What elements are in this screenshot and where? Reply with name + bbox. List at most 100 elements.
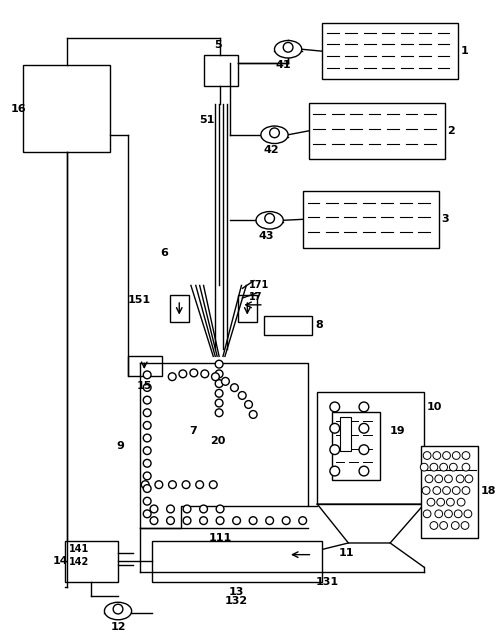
Circle shape (462, 463, 470, 471)
Circle shape (216, 517, 224, 524)
Circle shape (182, 481, 190, 488)
Circle shape (166, 517, 174, 524)
Circle shape (200, 505, 207, 513)
Circle shape (143, 510, 151, 518)
Circle shape (359, 424, 369, 433)
Circle shape (216, 505, 224, 513)
Circle shape (462, 487, 470, 494)
Circle shape (150, 505, 158, 513)
Bar (332, 412, 380, 480)
Circle shape (143, 422, 151, 429)
Text: 2: 2 (447, 126, 455, 136)
Circle shape (359, 402, 369, 412)
Circle shape (249, 411, 257, 419)
Text: 51: 51 (199, 115, 214, 125)
Circle shape (454, 510, 462, 518)
Circle shape (200, 517, 207, 524)
Bar (238, 295, 257, 322)
Circle shape (330, 445, 339, 454)
Bar (169, 295, 189, 322)
Ellipse shape (256, 212, 283, 229)
Text: 41: 41 (275, 60, 291, 70)
Circle shape (433, 487, 441, 494)
Circle shape (443, 487, 450, 494)
Circle shape (430, 463, 438, 471)
Circle shape (452, 487, 460, 494)
Circle shape (215, 370, 223, 378)
Circle shape (166, 505, 174, 513)
Circle shape (179, 370, 187, 378)
Circle shape (445, 510, 452, 518)
Bar (309, 103, 445, 159)
Circle shape (190, 369, 198, 377)
Circle shape (457, 498, 465, 506)
Circle shape (461, 522, 469, 529)
Text: 8: 8 (315, 320, 323, 330)
Text: 141: 141 (70, 544, 89, 554)
Circle shape (435, 510, 443, 518)
Text: 9: 9 (116, 441, 124, 451)
Circle shape (359, 466, 369, 476)
Circle shape (215, 379, 223, 387)
Circle shape (143, 447, 151, 454)
Circle shape (452, 452, 460, 460)
Text: 151: 151 (128, 295, 151, 305)
Circle shape (451, 522, 459, 529)
Circle shape (245, 401, 252, 408)
Circle shape (465, 475, 473, 483)
Text: 132: 132 (225, 596, 248, 606)
Circle shape (113, 604, 123, 614)
Text: 1: 1 (461, 46, 469, 56)
Circle shape (143, 371, 151, 379)
Circle shape (215, 390, 223, 397)
Circle shape (299, 517, 307, 524)
Circle shape (143, 383, 151, 392)
Text: 17: 17 (249, 292, 263, 302)
Circle shape (209, 481, 217, 488)
Text: 13: 13 (229, 587, 245, 597)
Circle shape (422, 487, 430, 494)
Circle shape (437, 498, 445, 506)
Circle shape (359, 445, 369, 454)
Ellipse shape (261, 126, 288, 144)
Bar (264, 315, 313, 335)
Circle shape (168, 481, 176, 488)
Text: 7: 7 (189, 426, 197, 437)
Circle shape (445, 475, 452, 483)
Circle shape (265, 213, 274, 223)
Circle shape (143, 497, 151, 505)
Bar (128, 356, 162, 376)
Text: 16: 16 (11, 104, 27, 113)
Circle shape (143, 472, 151, 480)
Text: 6: 6 (160, 248, 167, 258)
Circle shape (446, 498, 454, 506)
Circle shape (168, 373, 176, 381)
Circle shape (239, 392, 246, 399)
Bar (152, 541, 322, 582)
Text: 43: 43 (259, 231, 274, 241)
Circle shape (183, 505, 191, 513)
Circle shape (212, 373, 219, 381)
Circle shape (196, 481, 204, 488)
Text: 42: 42 (264, 146, 279, 155)
Text: 3: 3 (442, 214, 449, 224)
Circle shape (440, 463, 447, 471)
Bar (23, 65, 110, 153)
Circle shape (464, 510, 472, 518)
Polygon shape (317, 504, 424, 543)
Circle shape (143, 434, 151, 442)
Circle shape (456, 475, 464, 483)
Ellipse shape (274, 40, 302, 58)
Text: 142: 142 (70, 558, 89, 567)
Circle shape (270, 128, 279, 138)
Text: 111: 111 (208, 533, 232, 543)
Circle shape (330, 424, 339, 433)
Circle shape (143, 485, 151, 492)
Circle shape (155, 481, 163, 488)
Circle shape (443, 452, 450, 460)
Text: 12: 12 (110, 622, 126, 631)
Circle shape (231, 384, 239, 392)
Circle shape (183, 517, 191, 524)
Bar (421, 445, 478, 538)
Bar (317, 392, 424, 504)
